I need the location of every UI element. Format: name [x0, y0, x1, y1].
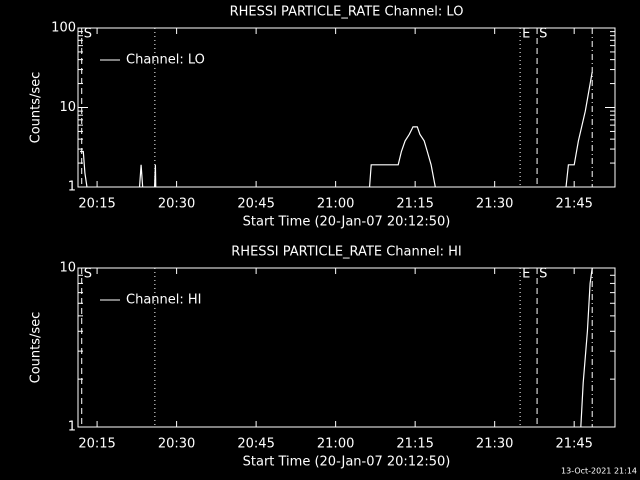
x-tick-label: 21:45 — [555, 197, 592, 212]
event-label: S — [84, 267, 92, 282]
x-tick-label: 20:45 — [237, 197, 274, 212]
data-line — [80, 71, 593, 187]
x-tick-label: 21:00 — [317, 197, 354, 212]
chart-title: RHESSI PARTICLE_RATE Channel: HI — [231, 245, 461, 260]
event-label: S — [539, 27, 547, 42]
plot-area — [580, 268, 593, 427]
x-tick-label: 20:30 — [158, 197, 195, 212]
x-tick-label: 20:15 — [78, 197, 115, 212]
legend-label: Channel: HI — [126, 293, 202, 308]
event-label: S — [539, 267, 547, 282]
x-tick-label: 20:45 — [237, 437, 274, 452]
x-tick-label: 21:15 — [396, 437, 433, 452]
footer: 13-Oct-2021 21:14 — [561, 467, 637, 476]
plot-area — [80, 71, 593, 187]
x-tick-label: 20:30 — [158, 437, 195, 452]
chart-title: RHESSI PARTICLE_RATE Channel: LO — [230, 5, 464, 20]
x-tick-label: 21:00 — [317, 437, 354, 452]
event-label: S — [84, 27, 92, 42]
x-tick-label: 21:45 — [555, 437, 592, 452]
y-axis-label: Counts/sec — [29, 72, 44, 144]
x-tick-label: 20:15 — [78, 437, 115, 452]
x-axis-label: Start Time (20-Jan-07 20:12:50) — [243, 455, 451, 470]
data-line — [580, 268, 593, 427]
y-tick-label: 10 — [59, 100, 76, 115]
x-tick-label: 21:30 — [476, 197, 513, 212]
event-label: E — [522, 267, 530, 282]
legend-label: Channel: LO — [126, 53, 205, 68]
plot-frame — [77, 267, 616, 428]
x-axis-label: Start Time (20-Jan-07 20:12:50) — [243, 215, 451, 230]
y-tick-label: 10 — [59, 261, 76, 276]
y-tick-label: 1 — [68, 180, 76, 195]
x-tick-label: 21:30 — [476, 437, 513, 452]
y-tick-label: 100 — [51, 21, 76, 36]
y-axis-label: Counts/sec — [29, 312, 44, 384]
x-tick-label: 21:15 — [396, 197, 433, 212]
y-tick-label: 1 — [68, 420, 76, 435]
event-label: E — [522, 27, 530, 42]
